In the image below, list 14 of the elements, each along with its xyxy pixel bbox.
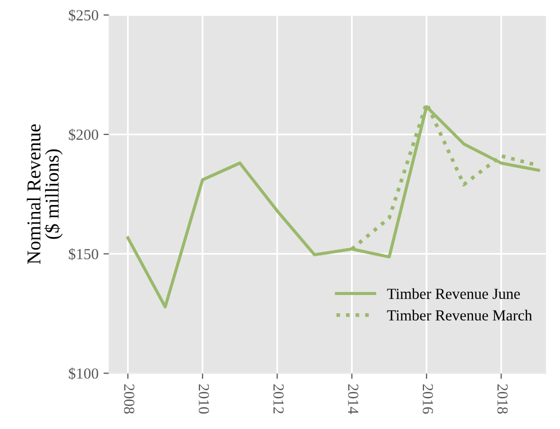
y-tick-label: $100 <box>68 367 98 380</box>
x-tick-label: 2010 <box>198 384 210 414</box>
x-tick-label: 2016 <box>422 384 434 414</box>
y-tick-label: $250 <box>68 9 98 22</box>
line-series <box>126 105 540 308</box>
x-tick-label: 2014 <box>348 384 358 414</box>
y-tick-label: $150 <box>68 248 98 260</box>
legend-label: Timber Revenue March <box>387 310 532 321</box>
y-tick-label: $200 <box>68 128 98 141</box>
x-tick-label: 2008 <box>124 384 134 414</box>
y-axis-title: Nominal Revenue ($ millions) <box>26 124 63 264</box>
x-tick-label: 2018 <box>497 384 508 414</box>
x-tick-label: 2012 <box>273 384 284 414</box>
legend-label: Timber Revenue June <box>387 288 520 299</box>
